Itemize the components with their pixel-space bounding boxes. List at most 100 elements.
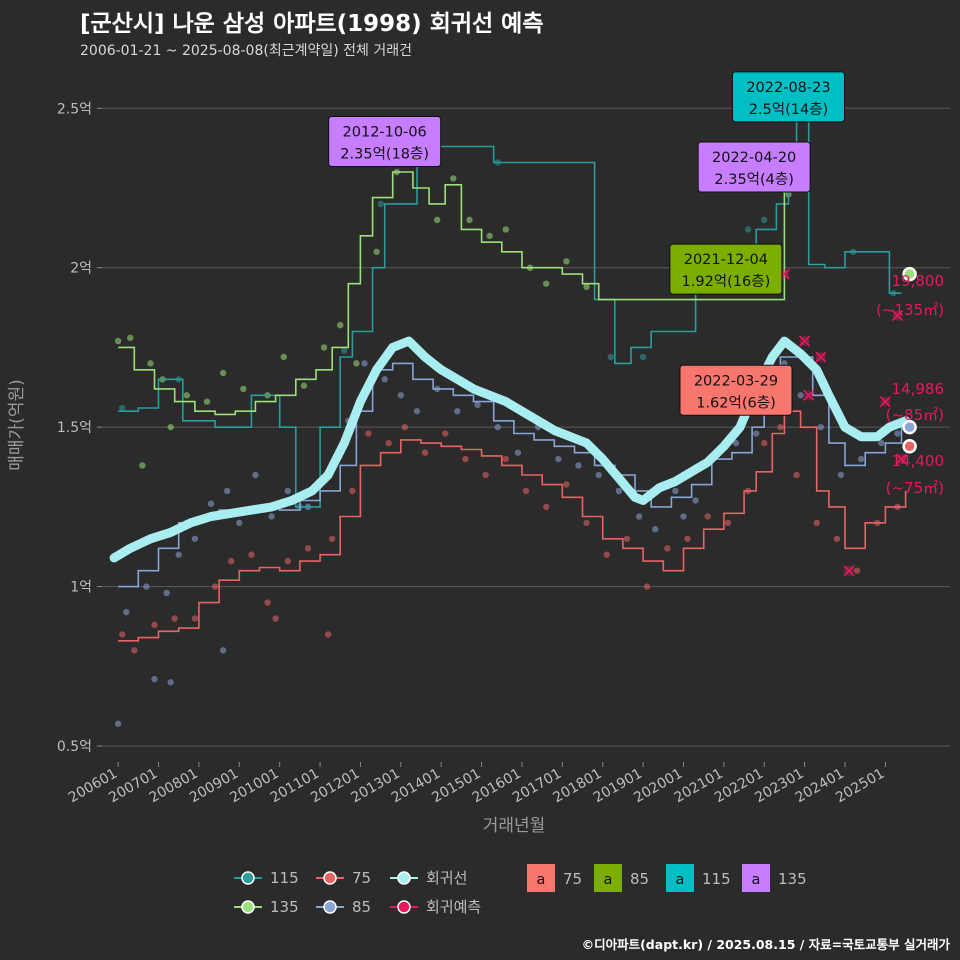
scatter-point bbox=[240, 385, 247, 393]
prediction-marker bbox=[799, 335, 811, 347]
scatter-point bbox=[635, 513, 643, 520]
end-point-value: 14,986 bbox=[892, 380, 945, 398]
scatter-point bbox=[555, 455, 562, 463]
scatter-point bbox=[324, 631, 332, 638]
prediction-marker-cross bbox=[803, 389, 815, 401]
scatter-point bbox=[191, 535, 199, 542]
series-line-75 bbox=[118, 410, 907, 642]
legend-box-item: a 135 bbox=[742, 864, 807, 892]
legend-key-dot bbox=[397, 900, 411, 914]
end-point-markers: 19,800 (~135㎡) 14,986 (~85㎡) 14,400 (~75㎡) bbox=[876, 266, 945, 497]
scatter-point bbox=[704, 513, 711, 520]
scatter-point bbox=[761, 216, 768, 224]
scatter-point bbox=[563, 258, 570, 265]
scatter-point bbox=[284, 487, 291, 495]
legend-key-dot bbox=[323, 900, 337, 914]
scatter-point bbox=[191, 615, 199, 622]
scatter-point bbox=[385, 439, 392, 447]
annotation-labels: 2012-10-06 2.35억(18층) 2022-08-23 2.5억(14층) 2… bbox=[328, 71, 845, 416]
prediction-marker-cross bbox=[879, 396, 891, 408]
prediction-marker bbox=[895, 453, 908, 465]
scatter-point bbox=[797, 392, 804, 399]
scatter-point bbox=[433, 216, 441, 224]
prediction-marker-cross bbox=[815, 351, 827, 363]
annotation-date: 2021-12-04 bbox=[684, 252, 768, 268]
chart-title: [군산시] 나운 삼성 아파트(1998) 회귀선 예측 bbox=[80, 11, 544, 37]
prediction-marker-cross bbox=[843, 565, 855, 577]
legend-item: 85 bbox=[316, 898, 371, 916]
scatter-point bbox=[494, 423, 501, 431]
scatter-point bbox=[118, 631, 126, 638]
scatter-point bbox=[454, 408, 461, 415]
annotation-value: 2.35억(18층) bbox=[340, 146, 429, 163]
grid-lines bbox=[102, 107, 950, 747]
scatter-point bbox=[361, 360, 368, 367]
x-axis-title: 거래년월 bbox=[483, 816, 546, 836]
scatter-point bbox=[575, 462, 582, 469]
scatter-point bbox=[127, 334, 134, 342]
scatter-point bbox=[777, 423, 784, 431]
scatter-point bbox=[401, 423, 409, 431]
scatter-point bbox=[147, 360, 154, 367]
scatter-point bbox=[684, 535, 691, 542]
legend-key-dot bbox=[241, 871, 255, 885]
legend-swatch-glyph: a bbox=[604, 872, 613, 888]
legend-label: 회귀선 bbox=[426, 869, 467, 887]
legend-box-label: 115 bbox=[702, 870, 731, 888]
scatter-point bbox=[236, 519, 243, 527]
annotation-value: 2.5억(14층) bbox=[749, 101, 829, 118]
legend-key-dot bbox=[323, 871, 337, 885]
legend-swatch bbox=[666, 864, 694, 892]
scatter-point bbox=[894, 430, 901, 437]
scatter-point bbox=[878, 439, 885, 447]
prediction-marker-cross bbox=[891, 309, 904, 322]
end-point-area: (~85㎡) bbox=[886, 406, 944, 424]
legend-swatch-glyph: a bbox=[752, 872, 761, 888]
annotation-date: 2022-08-23 bbox=[746, 80, 830, 96]
scatter-point bbox=[563, 481, 570, 488]
scatter-point bbox=[377, 200, 384, 208]
scatter-point bbox=[482, 471, 489, 479]
scatter-point bbox=[486, 232, 493, 240]
scatter-point bbox=[692, 497, 699, 504]
prediction-marker-cross bbox=[799, 335, 811, 347]
scatter-point bbox=[183, 392, 190, 399]
annotation-value: 2.35억(4층) bbox=[714, 171, 794, 188]
legend-key-dot bbox=[241, 900, 255, 914]
annotation-value: 1.62억(6층) bbox=[696, 394, 776, 411]
y-axis-title: 매매가(억원) bbox=[7, 379, 27, 470]
x-axis-ticks: 2006012007012008012009012010012011012012… bbox=[66, 762, 887, 806]
scatter-point bbox=[837, 471, 845, 479]
scatter-point bbox=[502, 226, 510, 233]
scatter-point bbox=[595, 471, 602, 479]
scatter-point bbox=[171, 615, 178, 622]
scatter-point bbox=[341, 347, 348, 354]
scatter-point bbox=[466, 216, 473, 224]
legend-box-label: 135 bbox=[778, 870, 807, 888]
scatter-point bbox=[623, 535, 631, 542]
scatter-point bbox=[680, 513, 687, 520]
scatter-point bbox=[219, 369, 227, 377]
scatter-point bbox=[607, 353, 614, 361]
scatter-point bbox=[664, 545, 671, 552]
scatter-point bbox=[114, 720, 122, 727]
prediction-marker bbox=[891, 309, 904, 322]
scatter-point bbox=[143, 583, 150, 590]
legend-label: 회귀예측 bbox=[426, 898, 481, 916]
scatter-point bbox=[857, 455, 865, 463]
annotation-box bbox=[669, 243, 783, 295]
chart-subtitle: 2006-01-21 ~ 2025-08-08(최근계약일) 전체 거래건 bbox=[80, 43, 412, 59]
scatter-point bbox=[252, 471, 259, 479]
scatter-point bbox=[167, 679, 174, 686]
legend-item: 회귀예측 bbox=[390, 898, 481, 916]
regression-line bbox=[109, 336, 911, 563]
y-tick-label: 1억 bbox=[70, 580, 92, 596]
scatter-point bbox=[450, 175, 457, 182]
scatter-point bbox=[817, 423, 824, 431]
scatter-points bbox=[114, 105, 901, 727]
y-tick-label: 1.5억 bbox=[57, 420, 92, 436]
prediction-marker bbox=[815, 351, 827, 363]
legend-box-item: a 115 bbox=[666, 864, 731, 892]
scatter-point bbox=[381, 376, 388, 383]
scatter-point bbox=[761, 439, 768, 447]
